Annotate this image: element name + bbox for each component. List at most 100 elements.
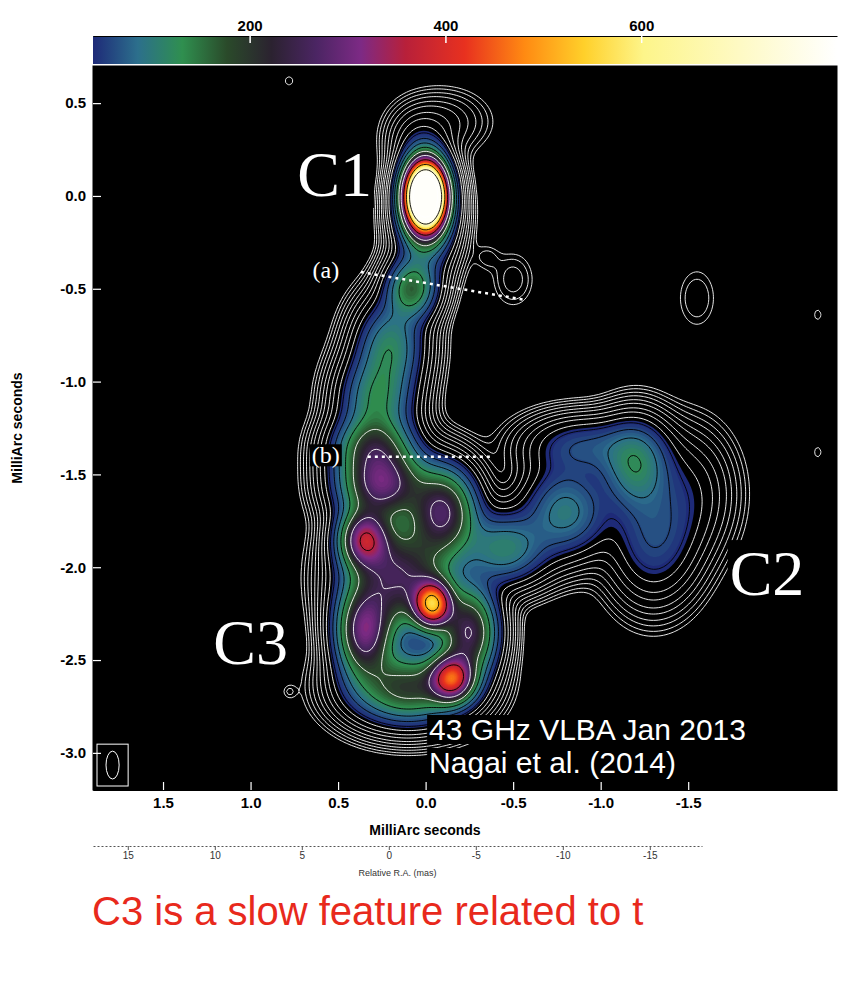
cut-line: [368, 456, 491, 459]
color-band: [407, 165, 444, 608]
contour: [329, 133, 690, 727]
x2-axis: 151050-5-10-15: [94, 846, 703, 861]
tick-label: 600: [629, 17, 654, 34]
tick-mark: [445, 36, 447, 43]
color-band: [410, 171, 441, 224]
cut-line: [361, 272, 526, 300]
tick-mark: [93, 381, 101, 382]
tick: 15: [123, 846, 135, 861]
tick: -1.0: [588, 782, 614, 811]
color-band: [406, 164, 445, 613]
tick-label: 5: [300, 850, 306, 861]
y-axis-title: MilliArc seconds: [9, 372, 25, 483]
tick: 0.5: [65, 94, 101, 111]
tick: 0.0: [416, 782, 437, 811]
x2-axis-title: Relative R.A. (mas): [358, 868, 436, 878]
colorbar-axis: 200400600: [94, 17, 838, 43]
tick-mark: [513, 782, 514, 790]
tick: 10: [210, 846, 222, 861]
color-band: [409, 169, 442, 225]
tick-label: 1.0: [241, 794, 262, 811]
tick-label: -3.0: [60, 744, 86, 761]
contour: [313, 106, 727, 742]
tick-label: 10: [210, 850, 222, 861]
tick-mark: [93, 474, 101, 475]
tick: -0.5: [60, 280, 101, 297]
tick-mark: [93, 103, 101, 104]
color-band: [349, 154, 478, 699]
color-band: [407, 165, 445, 610]
color-band: [409, 169, 442, 225]
tick: 600: [629, 17, 654, 43]
tick-mark: [249, 36, 251, 43]
tick-mark: [426, 782, 427, 790]
color-band: [408, 168, 442, 227]
tick: 1.5: [153, 782, 174, 811]
color-band: [406, 163, 455, 682]
color-band: [410, 171, 441, 223]
tick-label: 0.0: [416, 794, 437, 811]
intensity-map: [284, 77, 821, 756]
annotations: C1C2C3(a)(b)43 GHz VLBA Jan 2013Nagai et…: [211, 139, 806, 779]
tick-label: 0: [387, 850, 393, 861]
color-band: [409, 168, 443, 226]
color-band: [407, 165, 445, 609]
tick-label: -15: [643, 850, 658, 861]
tick-mark: [338, 782, 339, 790]
contour: [406, 164, 444, 610]
tick: -1.0: [60, 373, 101, 390]
tick-label: 400: [433, 17, 458, 34]
color-band: [334, 140, 663, 719]
axis-line: [93, 67, 94, 791]
contour: [333, 138, 671, 721]
contour: [351, 155, 472, 697]
tick-label: -1.0: [60, 373, 86, 390]
tick: 0.5: [328, 782, 349, 811]
beam-box: [97, 744, 128, 786]
tick-mark: [93, 567, 101, 568]
contour: [320, 119, 712, 735]
color-band: [409, 168, 443, 225]
tick-label: 0.5: [328, 794, 349, 811]
color-band: [409, 169, 442, 226]
color-band: [407, 165, 445, 610]
color-band: [336, 142, 661, 718]
tick-mark: [163, 782, 164, 790]
axis-line: [94, 790, 838, 791]
color-band: [409, 170, 441, 225]
annotation: C1: [297, 139, 372, 210]
color-band: [356, 158, 467, 693]
color-band: [356, 158, 465, 692]
tick-label: 0.0: [65, 187, 86, 204]
tick: 0.0: [65, 187, 101, 204]
contour: [410, 170, 442, 224]
tick-label: 0.5: [65, 94, 86, 111]
tick-mark: [93, 289, 101, 290]
tick-mark: [93, 196, 101, 197]
color-band: [410, 170, 442, 224]
tick-label: -0.5: [501, 794, 527, 811]
plot-frame: [93, 66, 837, 790]
tick-mark: [601, 782, 602, 790]
tick-mark: [641, 36, 643, 43]
annotation: C2: [730, 538, 805, 609]
color-band: [348, 153, 479, 699]
color-band: [410, 171, 441, 223]
annotation: 43 GHz VLBA Jan 2013: [429, 713, 746, 746]
tick: -0.5: [501, 782, 527, 811]
color-band: [409, 169, 442, 225]
tick: -10: [556, 846, 571, 861]
tick-label: -1.5: [676, 794, 702, 811]
color-band: [410, 170, 442, 224]
caption: C3 is a slow feature related to t: [92, 889, 643, 933]
axis-line: [94, 846, 703, 847]
annotation: (b): [312, 442, 340, 468]
tick-mark: [93, 753, 101, 754]
tick: -15: [643, 846, 658, 861]
tick-mark: [250, 782, 251, 790]
color-band: [341, 147, 644, 710]
contour: [325, 126, 703, 730]
contour: [287, 89, 746, 753]
tick: -2.5: [60, 651, 101, 668]
color-band: [410, 171, 440, 223]
